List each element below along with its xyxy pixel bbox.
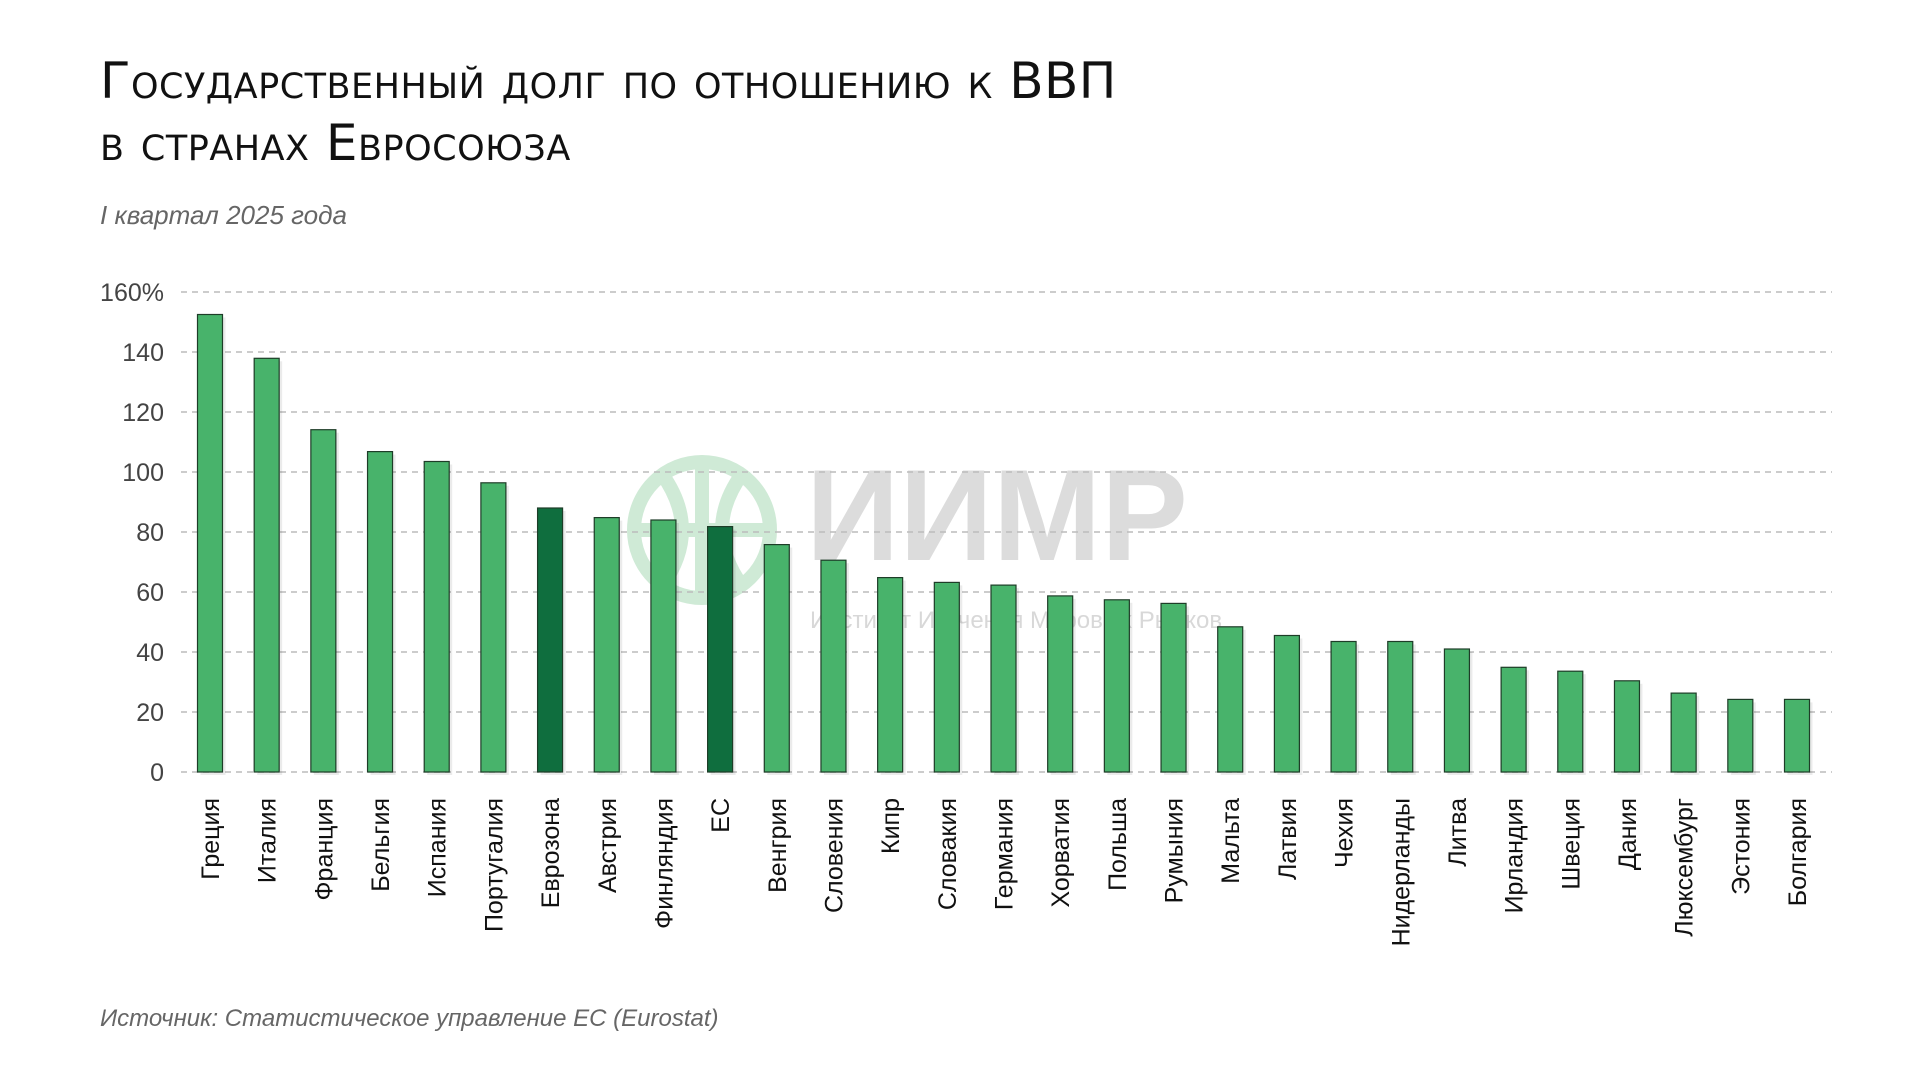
bar-Румыния	[1160, 602, 1187, 773]
x-tick-label: Греция	[197, 798, 225, 880]
x-tick-label: Румыния	[1161, 798, 1189, 903]
x-tick-label: Финляндия	[650, 798, 678, 929]
bar-Дания	[1613, 680, 1641, 773]
x-tick-label: Люксембург	[1671, 798, 1699, 937]
bar-Чехия	[1330, 640, 1357, 773]
x-tick-label: Бельгия	[367, 798, 395, 892]
bar-Венгрия	[763, 543, 790, 773]
x-tick-label: ЕС	[707, 798, 735, 833]
x-tick-label: Еврозона	[537, 798, 565, 908]
title-line-2: в странах Евросоюза	[100, 114, 571, 172]
y-tick-label: 120	[122, 399, 164, 427]
chart-title: Государственный долг по отношению к ВВП …	[100, 50, 1117, 174]
watermark: ИИМР Институт Изучения Мировых Рынков	[627, 442, 1222, 634]
x-tick-label: Ирландия	[1501, 798, 1529, 913]
x-tick-label: Чехия	[1331, 798, 1359, 868]
bar-Португалия	[480, 482, 507, 773]
bar-Германия	[990, 584, 1017, 773]
bar-Испания	[423, 460, 450, 773]
x-tick-label: Литва	[1444, 798, 1472, 867]
y-tick-label: 20	[136, 699, 164, 727]
bar-Австрия	[593, 516, 620, 773]
y-tick-label: 0	[150, 759, 164, 787]
bar-Хорватия	[1047, 595, 1074, 773]
x-tick-label: Словакия	[934, 798, 962, 910]
x-tick-label: Дания	[1614, 798, 1642, 870]
x-tick-label: Словения	[820, 798, 848, 913]
x-tick-label: Италия	[254, 798, 282, 883]
x-tick-label: Испания	[424, 798, 452, 897]
bar-Ирландия	[1500, 666, 1527, 773]
bar-Литва	[1443, 648, 1471, 773]
bar-Кипр	[877, 576, 904, 773]
y-tick-label: 60	[136, 579, 164, 607]
x-tick-label: Франция	[310, 798, 338, 900]
source-note: Источник: Статистическое управление ЕС (…	[100, 1005, 719, 1032]
bar-Словакия	[933, 581, 960, 773]
x-tick-label: Венгрия	[764, 798, 792, 893]
bar-Болгария	[1783, 698, 1811, 773]
x-tick-label: Швеция	[1557, 798, 1585, 890]
x-tick-label: Мальта	[1217, 798, 1245, 884]
bar-Люксембург	[1670, 692, 1697, 773]
x-tick-label: Эстония	[1727, 798, 1755, 895]
chart-subtitle: I квартал 2025 года	[100, 200, 347, 230]
bar-Финляндия	[650, 519, 677, 773]
title-line-1: Государственный долг по отношению к ВВП	[100, 52, 1117, 110]
watermark-logo-text: ИИМР	[806, 442, 1188, 588]
x-tick-label: Болгария	[1784, 798, 1812, 906]
globe-logo-icon	[627, 455, 777, 605]
x-tick-label: Польша	[1104, 798, 1132, 891]
y-tick-label: 140	[122, 339, 164, 367]
bar-Италия	[253, 357, 280, 773]
bar-Швеция	[1557, 670, 1584, 773]
y-tick-label: 80	[136, 519, 164, 547]
bar-Еврозона	[536, 507, 564, 773]
y-tick-label: 40	[136, 639, 164, 667]
bar-Франция	[310, 429, 337, 773]
bar-Греция	[196, 313, 224, 773]
x-tick-label: Нидерланды	[1387, 798, 1415, 946]
bar-Польша	[1103, 599, 1130, 773]
bar-Мальта	[1217, 626, 1244, 773]
x-tick-label: Кипр	[877, 798, 905, 854]
x-tick-label: Португалия	[480, 798, 508, 932]
bar-Латвия	[1273, 634, 1300, 773]
y-tick-label: 100	[122, 459, 164, 487]
x-tick-label: Латвия	[1274, 798, 1302, 880]
x-tick-label: Австрия	[594, 798, 622, 893]
bar-Нидерланды	[1387, 640, 1414, 773]
bar-ЕС	[707, 525, 734, 773]
bar-Эстония	[1727, 698, 1754, 773]
bar-Словения	[820, 559, 847, 773]
bar-Бельгия	[366, 451, 394, 773]
x-tick-label: Хорватия	[1047, 798, 1075, 908]
x-tick-label: Германия	[991, 798, 1019, 910]
y-tick-label: 160%	[100, 279, 164, 307]
